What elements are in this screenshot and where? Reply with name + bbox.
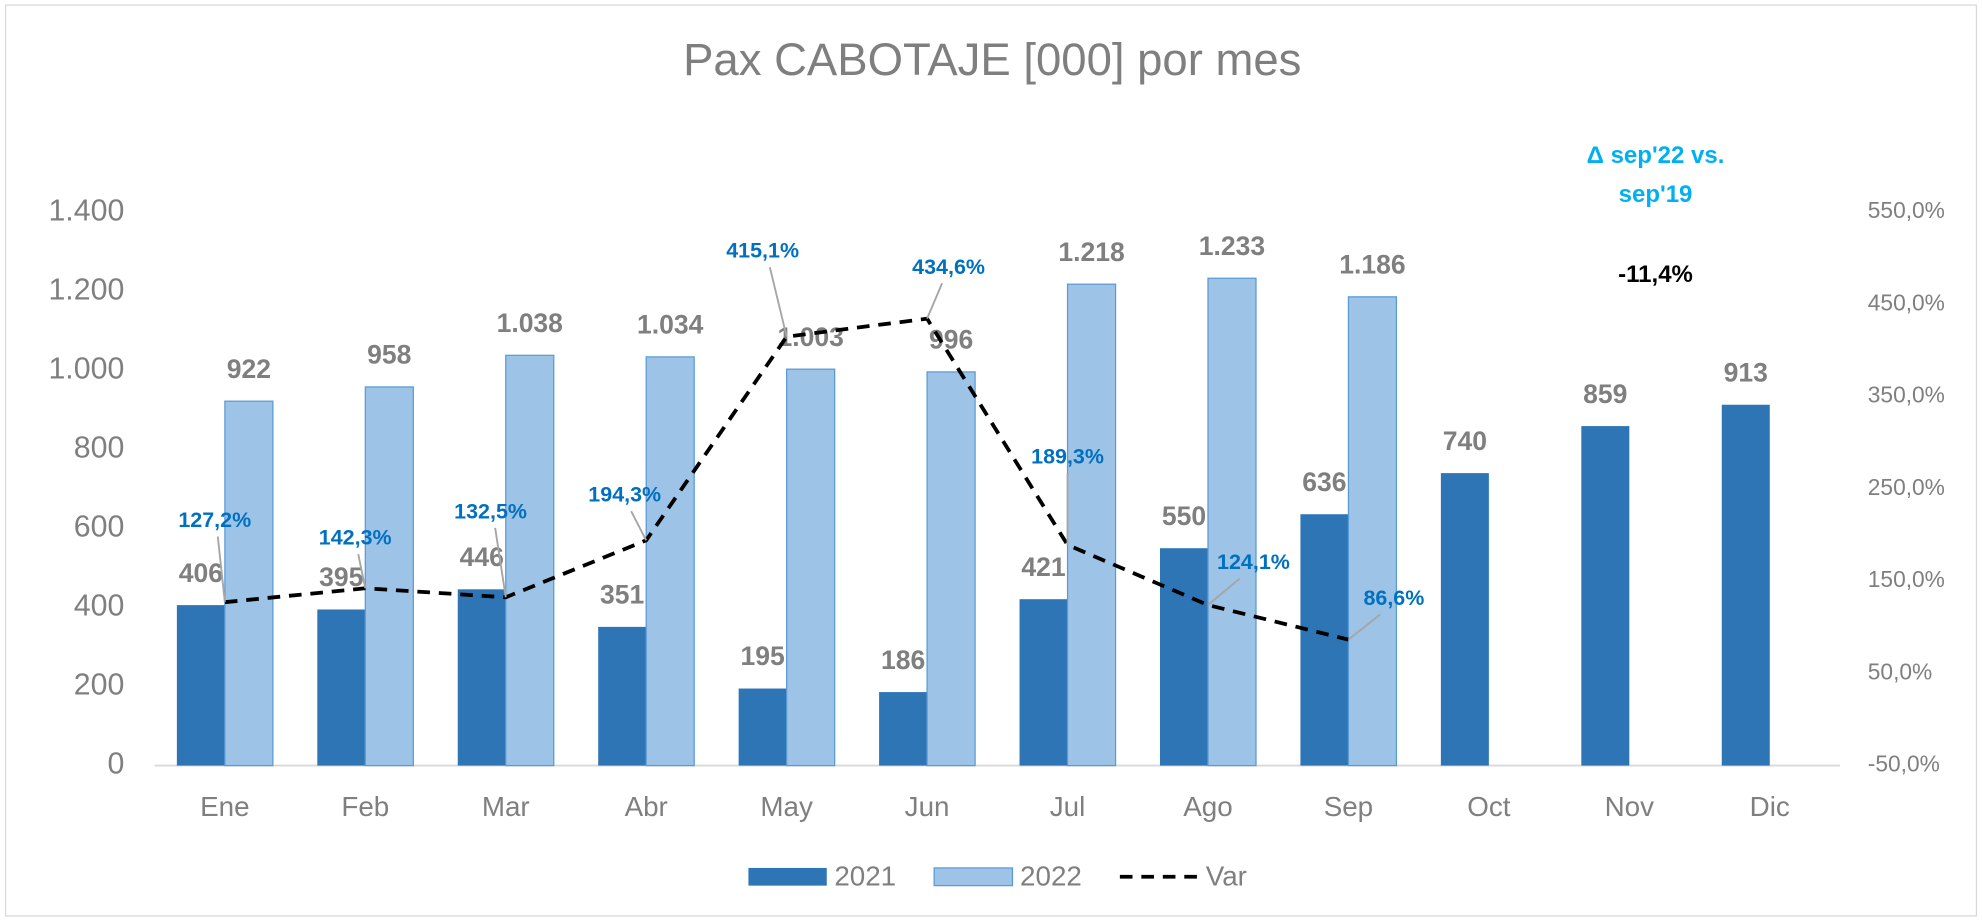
value-label: 415,1% <box>726 239 799 263</box>
x-tick-label: Dic <box>1750 791 1790 822</box>
x-tick-label: Oct <box>1467 791 1510 822</box>
value-label: 186 <box>881 645 925 675</box>
value-label: 1.034 <box>637 310 704 340</box>
annotation-line: sep'19 <box>1619 181 1693 208</box>
x-tick-label: Mar <box>482 791 530 822</box>
value-label: 913 <box>1724 357 1768 387</box>
leader-line <box>1207 577 1241 606</box>
chart-title: Pax CABOTAJE [000] por mes <box>683 34 1301 85</box>
bar <box>176 605 225 766</box>
legend-swatch <box>933 867 1014 887</box>
x-tick-label: Feb <box>341 791 389 822</box>
value-label: 922 <box>227 354 271 384</box>
x-tick-label: Ago <box>1183 791 1232 822</box>
value-label: 446 <box>460 542 504 572</box>
y2-tick-label: 550,0% <box>1868 197 1945 223</box>
y-tick-label: 1.200 <box>48 273 124 306</box>
value-label: 195 <box>741 641 785 671</box>
value-label: 132,5% <box>454 499 527 523</box>
value-label: 142,3% <box>319 526 392 550</box>
value-label: 406 <box>179 558 223 588</box>
bar <box>1159 548 1208 766</box>
value-label: 86,6% <box>1363 586 1424 610</box>
y-tick-label: 400 <box>74 590 125 623</box>
bar <box>598 626 647 766</box>
bar <box>317 609 366 766</box>
y-tick-label: 1.400 <box>48 194 124 227</box>
y-tick-label: 0 <box>107 748 124 781</box>
value-label: 1.003 <box>777 322 843 352</box>
value-label: 1.186 <box>1339 250 1405 280</box>
x-tick-label: Sep <box>1324 791 1373 822</box>
legend-label: Var <box>1206 860 1247 891</box>
value-label: 859 <box>1583 379 1627 409</box>
bar <box>1019 599 1068 766</box>
value-label: 395 <box>319 562 363 592</box>
value-label: 127,2% <box>178 508 251 532</box>
bar <box>1347 296 1398 767</box>
bar <box>1300 514 1349 766</box>
value-label: 958 <box>367 340 411 370</box>
bar <box>224 400 274 767</box>
value-label: 421 <box>1021 552 1065 582</box>
y2-tick-label: 450,0% <box>1868 289 1945 315</box>
bar <box>1581 426 1630 766</box>
y-tick-label: 200 <box>74 669 125 702</box>
bar <box>457 589 506 766</box>
value-label: 550 <box>1162 501 1206 531</box>
y2-tick-label: 50,0% <box>1868 658 1932 684</box>
annotation-value: -11,4% <box>1618 261 1693 288</box>
value-label: 189,3% <box>1031 444 1104 468</box>
value-label: 996 <box>929 325 973 355</box>
value-label: 1.038 <box>497 308 563 338</box>
value-label: 1.233 <box>1199 231 1265 261</box>
leader-line <box>1347 613 1381 641</box>
legend-label: 2021 <box>834 860 896 891</box>
leader-line <box>494 527 507 598</box>
y-tick-label: 1.000 <box>48 352 124 385</box>
x-tick-label: Ene <box>200 791 249 822</box>
bar <box>1440 473 1489 766</box>
bar <box>505 354 555 767</box>
y2-tick-label: -50,0% <box>1868 751 1940 777</box>
line <box>224 316 1349 642</box>
y-tick-label: 600 <box>74 510 125 543</box>
bar <box>1207 277 1257 767</box>
leader-line <box>216 536 226 603</box>
y2-tick-label: 150,0% <box>1868 566 1945 592</box>
x-tick-label: Jun <box>905 791 950 822</box>
x-tick-label: Abr <box>625 791 668 822</box>
annotation-line: Δ sep'22 vs. <box>1587 142 1725 169</box>
value-label: 740 <box>1443 426 1487 456</box>
y-tick-label: 800 <box>74 431 125 464</box>
value-label: 1.218 <box>1058 237 1124 267</box>
bar <box>1066 283 1117 767</box>
bar <box>879 692 928 766</box>
bar <box>786 368 836 767</box>
x-tick-label: Nov <box>1605 791 1655 822</box>
y2-tick-label: 350,0% <box>1868 382 1945 408</box>
bar <box>926 371 976 767</box>
leader-line <box>630 510 648 541</box>
leader-line <box>768 266 788 337</box>
bar <box>364 386 414 767</box>
bar <box>645 356 695 767</box>
leader-line <box>357 553 367 589</box>
y2-tick-label: 250,0% <box>1868 474 1945 500</box>
value-label: 194,3% <box>588 483 661 507</box>
bar <box>1721 404 1770 766</box>
value-label: 124,1% <box>1217 550 1290 574</box>
leader-line <box>926 282 944 320</box>
value-label: 636 <box>1302 467 1346 497</box>
legend-label: 2022 <box>1020 860 1082 891</box>
bar <box>738 688 787 766</box>
value-label: 351 <box>600 580 644 610</box>
x-tick-label: Jul <box>1050 791 1086 822</box>
value-label: 434,6% <box>912 255 985 279</box>
legend-swatch <box>748 867 827 886</box>
x-tick-label: May <box>760 791 813 822</box>
